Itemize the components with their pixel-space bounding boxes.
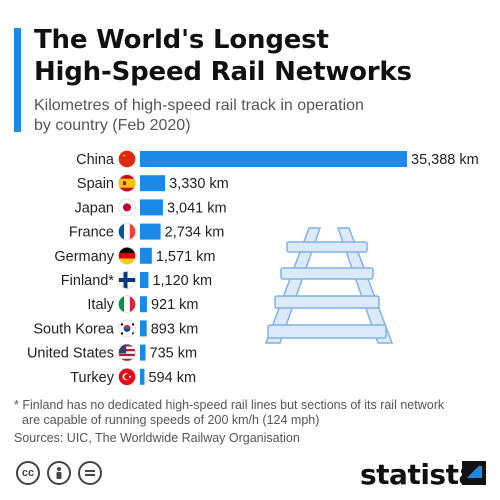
category-label: Germany: [54, 249, 114, 265]
subtitle-line-1: Kilometres of high-speed rail track in o…: [34, 97, 364, 114]
footnote-line-1: * Finland has no dedicated high-speed ra…: [14, 398, 445, 412]
bar: [140, 344, 146, 361]
bar: [140, 320, 147, 337]
turkey-flag-icon: [118, 368, 136, 386]
category-label: Italy: [87, 297, 114, 313]
value-label: 594 km: [148, 370, 196, 386]
bar: [140, 151, 407, 167]
person-icon: [56, 467, 62, 479]
bar: [140, 272, 149, 288]
category-label: United States: [27, 346, 114, 362]
category-label: Finland*: [61, 273, 115, 289]
no-derivatives-icon[interactable]: [78, 461, 102, 485]
category-label: South Korea: [33, 321, 115, 337]
value-label: 2,734 km: [165, 225, 225, 241]
equals-icon: [85, 470, 95, 476]
bar: [140, 199, 163, 216]
bar: [140, 223, 161, 240]
category-label: France: [69, 225, 114, 241]
value-label: 1,120 km: [152, 273, 212, 289]
category-label: Spain: [77, 176, 114, 192]
bar-chart-svg: China 35,388 km Spain 3,330 km Japan 3,041 km…: [27, 150, 479, 386]
creative-commons-icon[interactable]: cc: [16, 461, 40, 485]
germany-flag-icon: [118, 247, 136, 265]
value-label: 893 km: [151, 321, 199, 337]
category-label: Turkey: [70, 370, 115, 386]
bar: [140, 175, 166, 192]
value-label: 3,041 km: [167, 200, 227, 216]
attribution-icon[interactable]: [47, 461, 71, 485]
japan-flag-icon: [118, 198, 136, 217]
value-label: 35,388 km: [411, 152, 479, 168]
category-label: Japan: [74, 200, 114, 216]
chart-subtitle: Kilometres of high-speed rail track in o…: [34, 96, 484, 136]
chart-title: The World's Longest High-Speed Rail Netw…: [34, 24, 484, 88]
bar: [140, 296, 147, 313]
south-korea-flag-icon: [118, 319, 136, 338]
title-line-2: High-Speed Rail Networks: [34, 57, 412, 87]
italy-flag-icon: [118, 295, 136, 313]
statista-logo[interactable]: statista: [360, 458, 477, 491]
china-flag-icon: [118, 150, 136, 168]
source-note: Sources: UIC, The Worldwide Railway Orga…: [14, 431, 300, 445]
bar-chart: China 35,388 km Spain 3,330 km Japan 3,041 km…: [0, 148, 500, 392]
value-label: 735 km: [150, 346, 198, 362]
footnote-line-2: are capable of running speeds of 200 km/…: [22, 413, 320, 427]
spain-flag-icon: [118, 174, 136, 193]
value-label: 921 km: [151, 297, 199, 313]
subtitle-line-2: by country (Feb 2020): [34, 117, 191, 134]
rail-track-icon: [264, 227, 394, 344]
bar: [140, 368, 145, 385]
united-states-flag-icon: [118, 343, 136, 362]
france-flag-icon: [118, 222, 136, 241]
statista-logo-mark-icon: [462, 461, 486, 485]
title-line-1: The World's Longest: [34, 25, 329, 55]
value-label: 3,330 km: [169, 176, 229, 192]
finland-flag-icon: [118, 271, 136, 289]
value-label: 1,571 km: [156, 249, 216, 265]
bar: [140, 247, 152, 264]
category-label: China: [76, 152, 115, 168]
title-accent-bar: [14, 28, 21, 132]
footnote: * Finland has no dedicated high-speed ra…: [14, 398, 490, 428]
